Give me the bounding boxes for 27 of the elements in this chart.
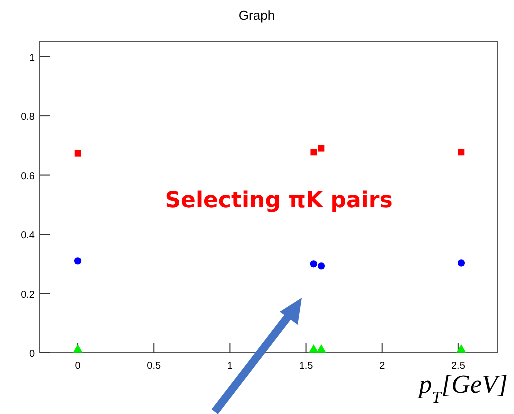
point	[74, 258, 82, 265]
x-tick-label: 1	[227, 361, 234, 372]
point	[318, 145, 325, 152]
point	[309, 344, 319, 353]
y-tick-label: 0.8	[21, 112, 36, 124]
x-tick-label: 0.5	[147, 361, 162, 372]
point	[316, 344, 326, 353]
point	[73, 344, 83, 353]
annotation: Selecting πK pairs	[165, 188, 393, 214]
x-tick-label: 2	[380, 361, 386, 372]
x-tick-label: 1.5	[299, 361, 314, 372]
x-tick-label: 2.5	[451, 361, 466, 372]
y-tick-label: 0.2	[21, 290, 36, 301]
y-tick-label: 0.4	[21, 230, 36, 242]
point	[456, 344, 466, 353]
point	[74, 150, 82, 157]
y-tick-label: 0.6	[21, 171, 36, 182]
point	[458, 260, 466, 267]
point	[310, 149, 318, 156]
x-tick-label: 0	[75, 361, 82, 372]
point	[458, 149, 465, 156]
point	[310, 260, 318, 268]
y-tick-label: 0	[29, 349, 36, 360]
chart-title: Graph	[238, 8, 276, 23]
y-tick-label: 1	[29, 52, 36, 64]
point	[318, 262, 326, 270]
x-axis-title: p$_{T}$[GeV]	[417, 370, 508, 406]
